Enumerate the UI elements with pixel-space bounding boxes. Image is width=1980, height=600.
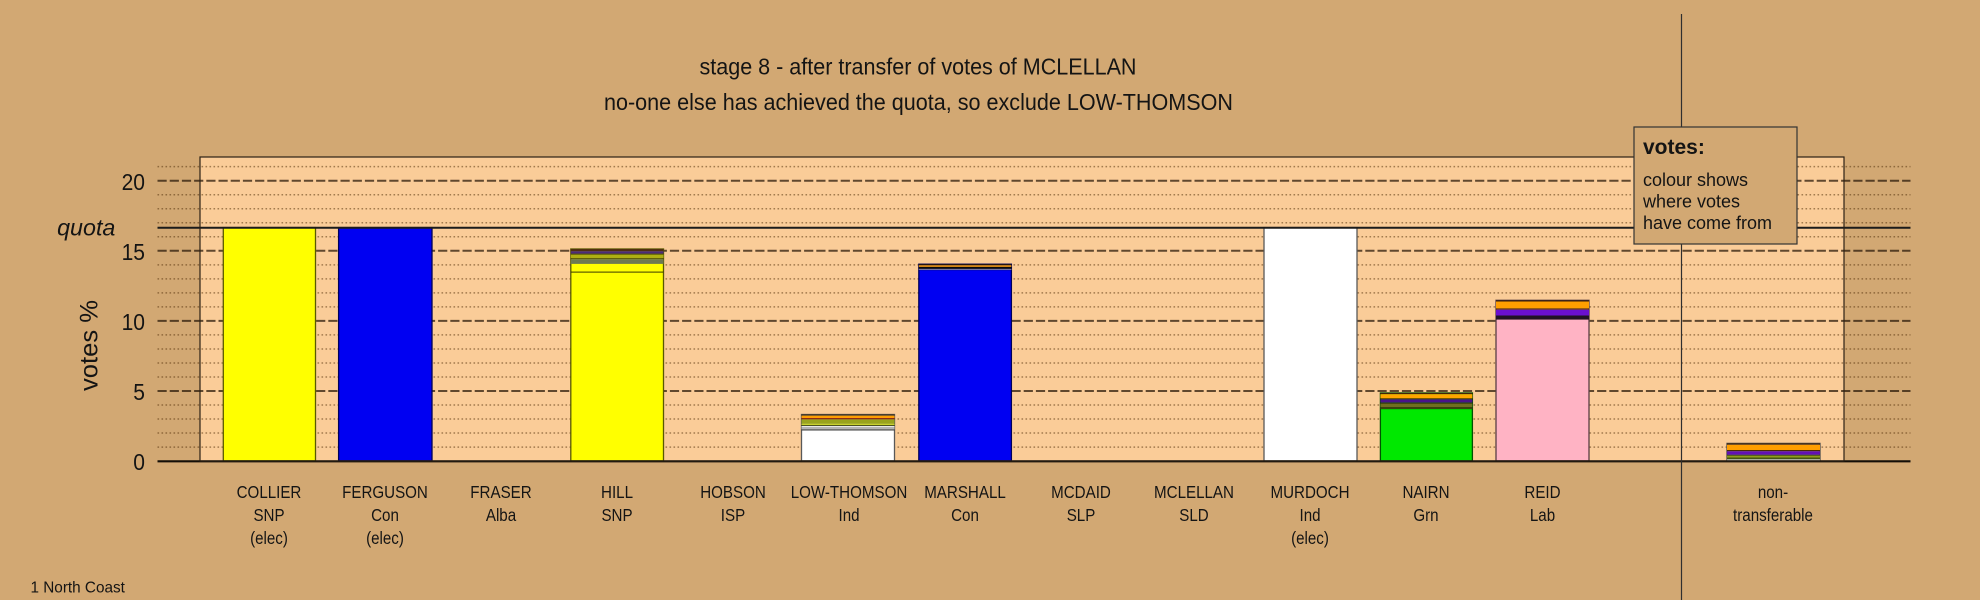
svg-text:have come from: have come from [1643, 213, 1772, 233]
svg-text:1 North Coast: 1 North Coast [31, 580, 126, 597]
svg-text:LOW-THOMSON: LOW-THOMSON [791, 482, 908, 502]
svg-text:MARSHALL: MARSHALL [924, 482, 1006, 502]
svg-text:20: 20 [122, 169, 145, 195]
svg-text:NAIRN: NAIRN [1402, 482, 1449, 502]
svg-text:SLP: SLP [1067, 505, 1096, 525]
svg-text:HILL: HILL [601, 482, 633, 502]
svg-text:non-: non- [1758, 482, 1788, 502]
svg-text:5: 5 [133, 379, 145, 405]
svg-text:COLLIER: COLLIER [237, 482, 302, 502]
svg-text:Grn: Grn [1413, 505, 1438, 525]
svg-text:Alba: Alba [486, 505, 517, 525]
svg-text:votes:: votes: [1643, 136, 1705, 159]
svg-text:SLD: SLD [1179, 505, 1208, 525]
svg-text:where votes: where votes [1642, 192, 1740, 212]
svg-text:0: 0 [133, 449, 145, 475]
svg-text:Ind: Ind [1300, 505, 1321, 525]
svg-text:colour shows: colour shows [1643, 170, 1748, 190]
svg-text:MURDOCH: MURDOCH [1271, 482, 1350, 502]
svg-text:FERGUSON: FERGUSON [342, 482, 428, 502]
svg-text:Lab: Lab [1530, 505, 1555, 525]
svg-text:SNP: SNP [253, 505, 284, 525]
svg-text:(elec): (elec) [250, 528, 288, 548]
svg-text:Ind: Ind [839, 505, 860, 525]
svg-text:votes %: votes % [76, 300, 104, 391]
svg-text:ISP: ISP [721, 505, 745, 525]
svg-text:Con: Con [371, 505, 399, 525]
svg-text:(elec): (elec) [366, 528, 404, 548]
svg-text:quota: quota [57, 215, 115, 241]
svg-text:15: 15 [122, 239, 145, 265]
svg-text:stage 8 - after transfer of vo: stage 8 - after transfer of votes of MCL… [700, 54, 1137, 80]
svg-text:Con: Con [951, 505, 979, 525]
svg-text:REID: REID [1524, 482, 1560, 502]
svg-text:no-one else has achieved the q: no-one else has achieved the quota, so e… [604, 89, 1233, 115]
svg-text:SNP: SNP [601, 505, 632, 525]
svg-text:HOBSON: HOBSON [700, 482, 766, 502]
svg-text:MCDAID: MCDAID [1051, 482, 1111, 502]
svg-text:(elec): (elec) [1291, 528, 1329, 548]
svg-text:MCLELLAN: MCLELLAN [1154, 482, 1234, 502]
svg-text:transferable: transferable [1733, 505, 1813, 525]
svg-text:FRASER: FRASER [470, 482, 531, 502]
svg-text:10: 10 [122, 309, 145, 335]
